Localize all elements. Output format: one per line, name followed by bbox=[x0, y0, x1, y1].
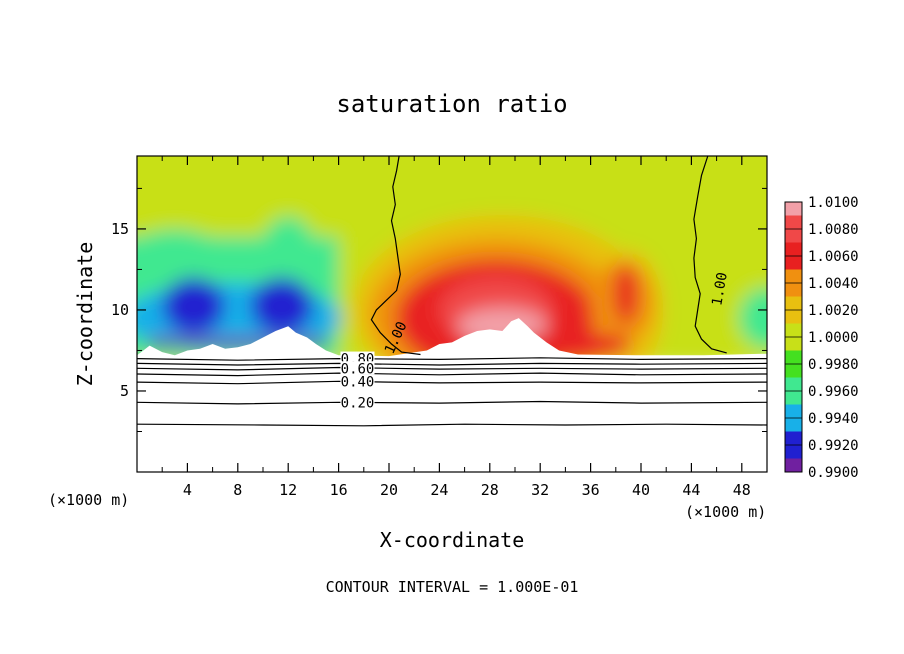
x-tick-label-40: 40 bbox=[632, 481, 650, 499]
colorbar-label-6: 0.9980 bbox=[808, 357, 859, 373]
x-tick-label-20: 20 bbox=[380, 481, 398, 499]
contour-band-2 bbox=[137, 366, 767, 371]
colorbar-label-8: 0.9940 bbox=[808, 411, 859, 427]
contour-line-1-00-right bbox=[693, 156, 727, 354]
x-tick-label-4: 4 bbox=[183, 481, 192, 499]
contour-label-bg-0-60-0 bbox=[340, 361, 375, 375]
field-blob-0 bbox=[162, 277, 226, 335]
contour-band-5 bbox=[137, 400, 767, 405]
colorbar-label-9: 0.9920 bbox=[808, 438, 859, 454]
x-tick-label-28: 28 bbox=[481, 481, 499, 499]
colorbar-label-7: 0.9960 bbox=[808, 384, 859, 400]
colorbar-label-0: 1.0100 bbox=[808, 195, 859, 211]
contour-line-1-00-left bbox=[370, 156, 421, 356]
lower-layer-mask bbox=[137, 318, 767, 472]
x-axis-label: X-coordinate bbox=[380, 528, 525, 552]
y-tick-label-5: 5 bbox=[120, 382, 129, 400]
colorbar-swatch-10 bbox=[785, 458, 802, 472]
x-tick-label-8: 8 bbox=[233, 481, 242, 499]
contour-band-4 bbox=[137, 380, 767, 385]
x-unit-left: (×1000 m) bbox=[48, 491, 129, 509]
contour-label-0-40-0: 0.40 bbox=[341, 374, 375, 390]
x-tick-label-32: 32 bbox=[531, 481, 549, 499]
contour-label-bg-0-20-0 bbox=[340, 395, 375, 409]
colorbar-label-2: 1.0060 bbox=[808, 249, 859, 265]
contour-band-6 bbox=[137, 423, 767, 427]
contour-lines: 1.001.000.800.600.400.20 bbox=[137, 156, 767, 427]
x-tick-label-16: 16 bbox=[330, 481, 348, 499]
field-blob-1 bbox=[250, 277, 314, 335]
colorbar-label-10: 0.9900 bbox=[808, 465, 859, 481]
contour-label-0-60-0: 0.60 bbox=[341, 361, 375, 377]
contour-band-3 bbox=[137, 372, 767, 377]
contour-band-1 bbox=[137, 362, 767, 366]
colorbar-label-3: 1.0040 bbox=[808, 276, 859, 292]
saturation-field bbox=[137, 156, 767, 472]
contour-band-0 bbox=[137, 357, 767, 361]
x-tick-label-24: 24 bbox=[430, 481, 448, 499]
contour-label-1-00-1: 1.00 bbox=[709, 271, 731, 307]
contour-label-bg-0-40-0 bbox=[340, 374, 375, 388]
y-tick-label-15: 15 bbox=[111, 220, 129, 238]
colorbar-label-1: 1.0080 bbox=[808, 222, 859, 238]
x-tick-label-44: 44 bbox=[682, 481, 700, 499]
y-axis-label: Z-coordinate bbox=[73, 242, 97, 387]
x-tick-label-12: 12 bbox=[279, 481, 297, 499]
field-plume-core bbox=[613, 263, 638, 324]
contour-interval-note: CONTOUR INTERVAL = 1.000E-01 bbox=[326, 578, 579, 596]
field-region-right-edge bbox=[739, 288, 767, 349]
contour-label-0-20-0: 0.20 bbox=[341, 395, 375, 411]
x-unit-right: (×1000 m) bbox=[685, 503, 766, 521]
plot-frame bbox=[136, 155, 768, 473]
colorbar-label-5: 1.0000 bbox=[808, 330, 859, 346]
plot-area: 1.001.000.800.600.400.20 bbox=[137, 156, 767, 472]
colorbar-label-4: 1.0020 bbox=[808, 303, 859, 319]
x-tick-label-36: 36 bbox=[582, 481, 600, 499]
colorbar: 1.0100 1.0080 1.0060 1.0040 1.0020 1.0000 0.99… bbox=[784, 195, 859, 481]
y-tick-label-10: 10 bbox=[111, 301, 129, 319]
x-tick-label-48: 48 bbox=[733, 481, 751, 499]
field-left-base-band bbox=[149, 337, 326, 348]
chart-title: saturation ratio bbox=[336, 90, 567, 118]
colorbar-swatch-0 bbox=[785, 202, 802, 216]
